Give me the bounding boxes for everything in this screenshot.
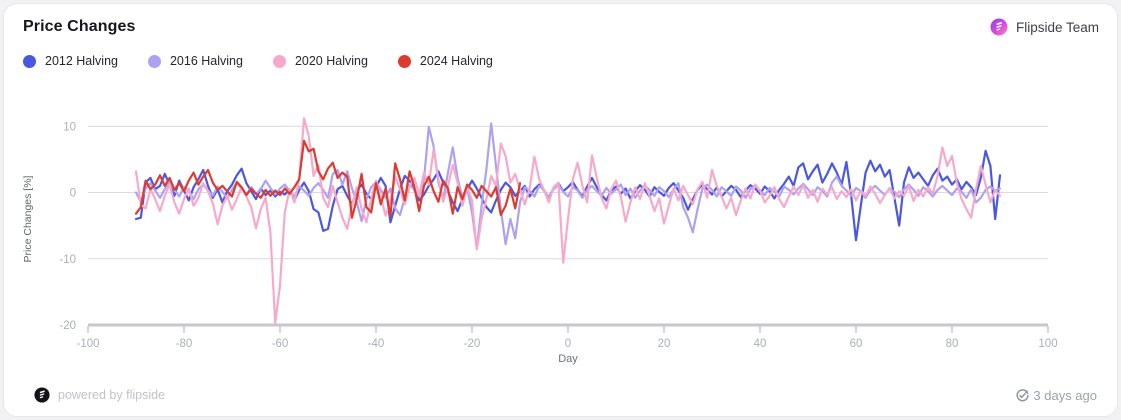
powered-by-label: powered by flipside	[58, 388, 166, 402]
svg-text:Day: Day	[558, 353, 578, 365]
svg-text:Price Changes [%]: Price Changes [%]	[22, 175, 34, 262]
last-updated[interactable]: 3 days ago	[1015, 388, 1097, 403]
last-updated-label: 3 days ago	[1033, 387, 1097, 403]
legend-label: 2020 Halving	[294, 54, 368, 68]
legend-item-2024-halving[interactable]: 2024 Halving	[397, 54, 493, 68]
svg-text:10: 10	[63, 121, 76, 133]
legend-dot-icon	[272, 54, 286, 68]
powered-by[interactable]: powered by flipside	[34, 387, 165, 403]
legend-label: 2016 Halving	[169, 54, 243, 68]
legend-item-2012-halving[interactable]: 2012 Halving	[23, 54, 118, 68]
svg-text:0: 0	[565, 338, 571, 350]
svg-text:-60: -60	[272, 338, 289, 350]
svg-text:-80: -80	[176, 338, 193, 350]
svg-text:80: 80	[946, 338, 959, 350]
refresh-icon	[1015, 388, 1030, 403]
series-line	[134, 117, 1002, 325]
legend-dot-icon	[397, 54, 411, 68]
svg-text:-10: -10	[59, 254, 76, 266]
header: Price Changes Flipsi	[23, 16, 1099, 38]
legend: 2012 Halving 2016 Halving 2020 Halving 2024…	[23, 54, 493, 68]
series-line	[134, 139, 522, 219]
svg-text:60: 60	[850, 338, 863, 350]
svg-text:0: 0	[70, 188, 76, 200]
team-badge[interactable]: Flipside Team	[990, 18, 1099, 36]
flipside-footer-logo-icon	[34, 387, 50, 403]
legend-dot-icon	[147, 54, 161, 68]
legend-item-2020-halving[interactable]: 2020 Halving	[272, 54, 368, 68]
svg-text:20: 20	[658, 338, 671, 350]
page-title: Price Changes	[23, 18, 136, 35]
legend-label: 2024 Halving	[419, 54, 493, 68]
legend-dot-icon	[23, 54, 36, 68]
svg-text:100: 100	[1038, 338, 1057, 350]
flipside-team-logo-icon	[990, 18, 1008, 36]
legend-label: 2012 Halving	[45, 54, 118, 68]
svg-text:-20: -20	[59, 320, 76, 332]
svg-text:-20: -20	[464, 338, 481, 350]
svg-text:40: 40	[754, 338, 767, 350]
series-line	[134, 149, 1002, 242]
series-line	[134, 122, 1002, 250]
legend-item-2016-halving[interactable]: 2016 Halving	[147, 54, 243, 68]
svg-text:-40: -40	[368, 338, 385, 350]
team-name: Flipside Team	[1015, 19, 1099, 35]
svg-text:-100: -100	[76, 338, 99, 350]
footer: powered by flipside 3 days ago	[34, 386, 1097, 404]
